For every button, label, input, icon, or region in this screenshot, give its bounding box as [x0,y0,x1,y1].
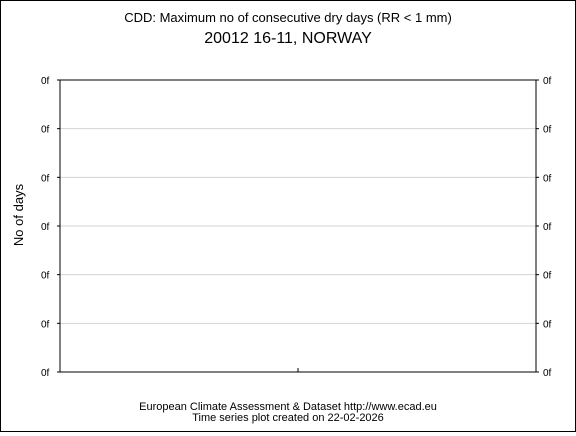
y-tick-label-right: 0f [543,368,552,379]
y-tick-label: 0f [41,76,50,87]
y-tick-label-right: 0f [543,319,552,330]
footer-created-date: Time series plot created on 22-02-2026 [192,412,384,424]
chart-title: CDD: Maximum no of consecutive dry days … [124,10,452,25]
y-tick-label-right: 0f [543,222,552,233]
grid-lines [60,128,536,324]
footer-attribution: European Climate Assessment & Dataset ht… [139,401,437,413]
chart-subtitle: 20012 16-11, NORWAY [204,30,372,47]
y-tick-label: 0f [41,222,50,233]
axis-ticks [57,79,539,373]
y-tick-label: 0f [41,173,50,184]
y-tick-labels-left: 0f 0f 0f 0f 0f 0f 0f [41,76,50,379]
y-tick-label: 0f [41,319,50,330]
y-tick-label-right: 0f [543,125,552,136]
y-tick-label: 0f [41,271,50,282]
y-axis-label: No of days [11,183,26,246]
y-tick-labels-right: 0f 0f 0f 0f 0f 0f 0f [543,76,552,379]
y-tick-label-right: 0f [543,271,552,282]
y-tick-label-right: 0f [543,76,552,87]
y-tick-label: 0f [41,125,50,136]
y-tick-label-right: 0f [543,173,552,184]
y-tick-label: 0f [41,368,50,379]
